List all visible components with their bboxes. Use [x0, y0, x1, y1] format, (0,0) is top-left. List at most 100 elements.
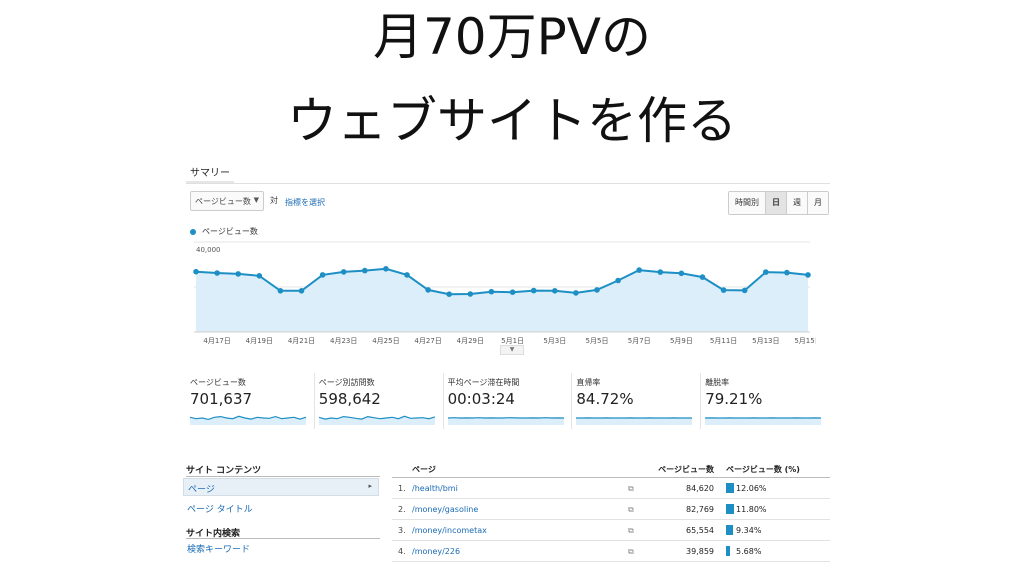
data-point	[784, 269, 790, 276]
period-toggle: 時間別 日 週 月	[728, 191, 829, 215]
row-index: 1.	[398, 484, 406, 493]
sidebar-item-search-keyword[interactable]: 検索キーワード	[187, 545, 251, 555]
x-tick-label: 5月1日	[501, 337, 524, 345]
data-point	[763, 269, 769, 275]
select-metric-link[interactable]: 指標を選択	[285, 198, 325, 207]
row-pageview-pct: 5.68%	[736, 547, 762, 556]
scorecard[interactable]: 直帰率 84.72%	[572, 373, 702, 429]
x-tick-label: 4月27日	[414, 337, 441, 345]
data-point	[256, 273, 263, 279]
x-tick-label: 5月13日	[752, 337, 779, 345]
data-point	[657, 269, 664, 275]
scorecard-label: 離脱率	[705, 378, 730, 387]
scorecard-value: 701,637	[190, 390, 253, 408]
table-row: 1. /health/bmi ⧉ 84,620 12.06%	[392, 478, 830, 499]
table-row: 3. /money/incometax ⧉ 65,554 9.34%	[392, 520, 830, 541]
period-button-month[interactable]: 月	[808, 192, 828, 214]
row-pageview-pct: 9.34%	[736, 526, 762, 535]
data-point	[362, 267, 368, 274]
scorecard[interactable]: 離脱率 79.21%	[701, 373, 830, 429]
metric-select-value: ページビュー数	[195, 197, 251, 206]
data-point	[340, 269, 347, 275]
x-tick-label: 4月25日	[372, 337, 399, 345]
scorecard-sparkline	[705, 417, 822, 425]
external-link-icon[interactable]: ⧉	[628, 547, 634, 556]
x-tick-label: 5月15日	[794, 337, 816, 345]
col-header-pageview-pct[interactable]: ページビュー数 (%)	[726, 465, 800, 474]
data-point	[383, 266, 389, 272]
slide-title-line1: 月70万PVの	[373, 8, 651, 66]
row-index: 2.	[398, 505, 406, 514]
scorecard-label: 直帰率	[576, 378, 601, 387]
row-share-bar	[726, 504, 735, 514]
external-link-icon[interactable]: ⧉	[628, 505, 634, 514]
row-page-link[interactable]: /money/gasoline	[412, 505, 479, 514]
sidebar-item-page-title[interactable]: ページ タイトル	[187, 505, 253, 515]
pageview-line-chart: 40,00020,0004月17日4月19日4月21日4月23日4月25日4月2…	[193, 241, 816, 345]
tab-summary[interactable]: サマリー	[186, 162, 234, 183]
data-point	[319, 272, 326, 278]
row-page-link[interactable]: /money/226	[412, 547, 461, 556]
sparkline-area	[705, 417, 822, 425]
legend-label: ページビュー数	[202, 227, 258, 236]
tab-divider	[186, 183, 830, 184]
sidebar-item-page[interactable]: ページ ▸	[183, 478, 379, 496]
period-button-day[interactable]: 日	[766, 192, 787, 214]
sparkline-area	[447, 417, 564, 425]
row-share-bar	[726, 525, 733, 535]
x-tick-label: 4月29日	[457, 337, 484, 345]
x-tick-label: 5月7日	[628, 337, 651, 345]
external-link-icon[interactable]: ⧉	[628, 484, 634, 493]
data-point	[636, 267, 642, 273]
scorecard-value: 84.72%	[576, 390, 634, 408]
col-header-page[interactable]: ページ	[412, 465, 436, 474]
x-tick-label: 5月3日	[543, 337, 566, 345]
row-index: 3.	[398, 526, 406, 535]
data-point	[404, 272, 410, 278]
row-pageviews: 84,620	[686, 484, 714, 493]
external-link-icon[interactable]: ⧉	[628, 526, 634, 535]
row-share-bar	[726, 546, 730, 556]
col-header-pageviews[interactable]: ページビュー数	[658, 465, 714, 474]
sparkline-area	[576, 417, 693, 425]
data-point	[573, 290, 579, 296]
sparkline-line	[318, 415, 435, 420]
scorecard-sparkline	[318, 415, 435, 425]
chart-legend: ページビュー数	[190, 226, 258, 237]
data-point	[741, 287, 748, 294]
period-button-hourly[interactable]: 時間別	[729, 192, 766, 214]
chart-resize-handle[interactable]: ▼	[500, 345, 524, 355]
data-point	[530, 287, 537, 294]
metric-select[interactable]: ページビュー数 ▼	[190, 191, 264, 211]
table-row: 4. /money/226 ⧉ 39,859 5.68%	[392, 541, 830, 562]
sparkline-line	[190, 415, 306, 421]
chevron-right-icon: ▸	[368, 482, 372, 490]
data-point	[214, 270, 220, 276]
data-point	[446, 291, 453, 297]
x-tick-label: 4月19日	[246, 337, 273, 345]
sidebar-item-label: ページ	[188, 485, 215, 495]
sparkline-area	[190, 416, 306, 425]
data-point	[720, 287, 727, 293]
y-tick-label: 40,000	[196, 246, 221, 254]
caret-down-icon: ▼	[253, 196, 259, 204]
scorecard[interactable]: ページビュー数 701,637	[186, 373, 315, 429]
row-page-link[interactable]: /money/incometax	[412, 526, 487, 535]
data-point	[193, 268, 199, 275]
scorecard-sparkline	[576, 417, 693, 425]
chart-area-fill	[196, 268, 808, 332]
scorecard[interactable]: 平均ページ滞在時間 00:03:24	[444, 373, 573, 429]
scorecard-label: 平均ページ滞在時間	[447, 378, 520, 387]
x-tick-label: 5月9日	[670, 337, 693, 345]
top-pages-table: ページ ページビュー数 ページビュー数 (%) 1. /health/bmi ⧉ 84…	[392, 460, 830, 562]
data-point	[235, 271, 241, 277]
scorecard-sparkline	[447, 417, 564, 425]
scorecard[interactable]: ページ別訪問数 598,642	[315, 373, 444, 429]
scorecard-sparkline	[190, 415, 306, 425]
period-button-week[interactable]: 週	[787, 192, 808, 214]
sidebar-divider	[186, 476, 380, 477]
data-point	[298, 288, 305, 294]
x-tick-label: 4月23日	[330, 337, 357, 345]
row-page-link[interactable]: /health/bmi	[412, 484, 458, 493]
x-tick-label: 5月5日	[586, 337, 609, 345]
